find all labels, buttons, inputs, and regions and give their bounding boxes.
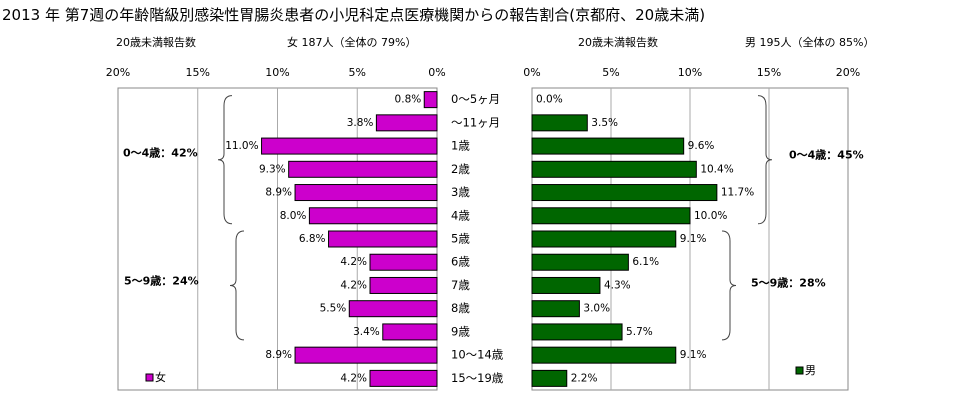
female-bar	[382, 323, 438, 341]
left-x-tick-label: 0%	[428, 66, 445, 79]
male-bar	[531, 114, 588, 132]
female-data-label: 4.2%	[340, 256, 367, 268]
female-bar	[348, 300, 438, 318]
female-data-label: 0.8%	[395, 94, 422, 106]
right-annotation-0-4: 0〜4歳：45%	[789, 148, 864, 162]
female-data-label: 4.2%	[340, 279, 367, 291]
male-data-label: 6.1%	[632, 256, 659, 268]
male-bar	[531, 369, 568, 387]
left-header-female-total: 女 187人（全体の 79%）	[287, 36, 417, 49]
left-brace-5-9	[229, 230, 245, 341]
male-data-label: 4.3%	[604, 279, 631, 291]
age-category-label: 4歳	[451, 208, 470, 222]
female-bar	[328, 230, 438, 248]
female-bar	[369, 369, 438, 387]
left-annotation-0-4: 0〜4歳：42%	[123, 146, 198, 160]
right-x-tick-label: 0%	[523, 66, 540, 79]
age-category-label: 15〜19歳	[451, 371, 504, 385]
right-brace-5-9	[721, 230, 737, 341]
right-header-male-total: 男 195人（全体の 85%）	[745, 36, 875, 49]
male-legend-swatch	[795, 366, 804, 375]
female-bar	[423, 91, 438, 109]
right-header-count-label: 20歳未満報告数	[578, 36, 658, 49]
male-legend-label: 男	[805, 364, 816, 377]
female-data-label: 3.8%	[347, 117, 374, 129]
left-x-tick-label: 5%	[349, 66, 366, 79]
left-header-count-label: 20歳未満報告数	[116, 36, 196, 49]
age-category-label: 6歳	[451, 255, 470, 269]
age-category-label: 2歳	[451, 162, 470, 176]
male-bar	[531, 276, 601, 294]
female-data-label: 5.5%	[320, 303, 347, 315]
female-data-label: 11.0%	[225, 140, 258, 152]
female-data-label: 8.0%	[280, 210, 307, 222]
right-x-tick-label: 20%	[836, 66, 860, 79]
female-bar	[369, 276, 438, 294]
male-data-label: 2.2%	[571, 372, 598, 384]
left-x-tick-label: 20%	[106, 66, 130, 79]
male-data-label: 5.7%	[626, 326, 653, 338]
male-bar	[531, 184, 718, 202]
male-bar	[531, 137, 685, 155]
female-bar	[288, 160, 438, 178]
male-bar	[531, 230, 677, 248]
female-data-label: 6.8%	[299, 233, 326, 245]
female-data-label: 3.4%	[353, 326, 380, 338]
male-bar	[531, 253, 629, 271]
female-bar	[369, 253, 438, 271]
male-data-label: 9.1%	[680, 349, 707, 361]
male-bar	[531, 346, 677, 364]
right-x-tick-label: 5%	[602, 66, 619, 79]
age-category-label: 〜11ヶ月	[451, 115, 500, 129]
male-bar	[531, 207, 691, 225]
male-data-label: 9.6%	[688, 140, 715, 152]
female-bar	[261, 137, 438, 155]
age-category-label: 10〜14歳	[451, 348, 504, 362]
female-data-label: 8.9%	[265, 349, 292, 361]
left-brace-0-4	[217, 95, 233, 225]
left-x-tick-label: 15%	[186, 66, 210, 79]
female-legend-swatch	[145, 373, 154, 382]
male-bar	[531, 300, 580, 318]
male-data-label: 3.5%	[591, 117, 618, 129]
right-x-tick-label: 15%	[757, 66, 781, 79]
right-brace-0-4	[757, 95, 773, 225]
female-bar	[294, 346, 438, 364]
age-category-label: 5歳	[451, 232, 470, 246]
age-category-label: 3歳	[451, 185, 470, 199]
male-bar	[531, 160, 697, 178]
female-bar	[294, 184, 438, 202]
female-legend-label: 女	[155, 370, 166, 384]
age-category-label: 1歳	[451, 139, 470, 153]
age-category-label: 8歳	[451, 301, 470, 315]
age-category-label: 9歳	[451, 324, 470, 338]
male-data-label: 0.0%	[536, 94, 563, 106]
left-x-tick-label: 10%	[265, 66, 289, 79]
male-data-label: 11.7%	[721, 187, 754, 199]
female-data-label: 8.9%	[265, 187, 292, 199]
chart-title: 2013 年 第7週の年齢階級別感染性胃腸炎患者の小児科定点医療機関からの報告割…	[2, 6, 706, 24]
left-annotation-5-9: 5〜9歳：24%	[124, 273, 199, 287]
age-category-label: 7歳	[451, 278, 470, 292]
male-data-label: 3.0%	[583, 303, 610, 315]
female-bar	[308, 207, 438, 225]
male-data-label: 10.4%	[700, 163, 733, 175]
female-data-label: 9.3%	[259, 163, 286, 175]
male-data-label: 10.0%	[694, 210, 727, 222]
male-data-label: 9.1%	[680, 233, 707, 245]
male-bar	[531, 323, 623, 341]
female-bar	[375, 114, 438, 132]
right-annotation-5-9: 5〜9歳：28%	[751, 275, 826, 289]
right-x-tick-label: 10%	[678, 66, 702, 79]
female-data-label: 4.2%	[340, 372, 367, 384]
age-category-label: 0〜5ヶ月	[451, 92, 500, 106]
